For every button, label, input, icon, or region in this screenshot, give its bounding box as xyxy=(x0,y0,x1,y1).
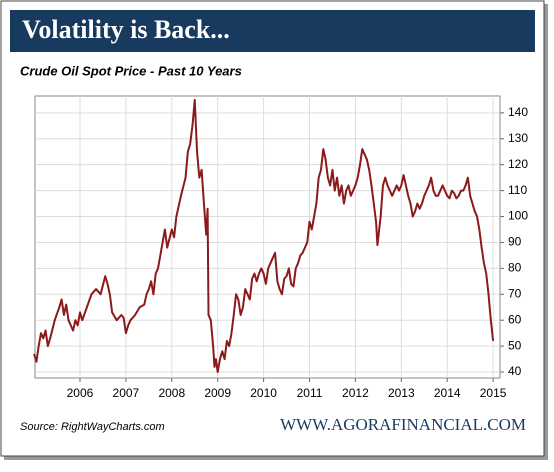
y-tick-label: 80 xyxy=(508,261,522,275)
y-tick-label: 130 xyxy=(508,131,528,145)
x-tick-label: 2012 xyxy=(342,386,369,400)
plot-area xyxy=(34,95,501,379)
credit: WWW.AGORAFINANCIAL.COM xyxy=(280,415,526,434)
source: Source: RightWayCharts.com xyxy=(20,421,165,433)
x-tick-label: 2014 xyxy=(434,386,461,400)
chart-title: Volatility is Back... xyxy=(22,15,230,44)
x-tick-label: 2013 xyxy=(388,386,415,400)
y-tick-label: 60 xyxy=(508,312,522,326)
x-tick-label: 2011 xyxy=(297,386,323,400)
y-tick-label: 140 xyxy=(508,105,528,119)
y-tick-label: 100 xyxy=(508,209,528,223)
x-tick-label: 2007 xyxy=(113,386,140,400)
x-tick-label: 2010 xyxy=(250,386,277,400)
x-tick-label: 2008 xyxy=(158,386,185,400)
y-tick-label: 120 xyxy=(508,157,528,171)
chart-subtitle: Crude Oil Spot Price - Past 10 Years xyxy=(20,63,242,78)
y-tick-label: 50 xyxy=(508,338,522,352)
y-tick-label: 40 xyxy=(508,364,522,378)
line xyxy=(33,98,495,374)
x-tick-label: 2015 xyxy=(480,386,507,400)
title-bar xyxy=(10,10,535,52)
x-tick-label: 2009 xyxy=(204,386,231,400)
y-tick-label: 110 xyxy=(508,183,527,197)
y-tick-label: 70 xyxy=(508,286,522,300)
y-tick-label: 90 xyxy=(508,235,522,249)
x-tick-label: 2006 xyxy=(67,386,94,400)
